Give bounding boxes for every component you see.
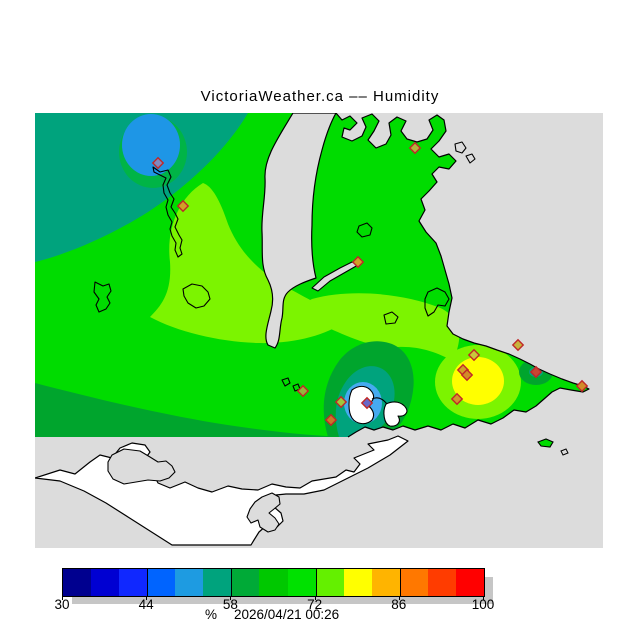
station-marker — [511, 338, 525, 352]
colorbar-tick-label: 44 — [138, 597, 154, 612]
colorbar-tick-line — [399, 569, 401, 596]
colorbar-segment — [175, 569, 204, 596]
station-marker — [334, 395, 348, 409]
esquimalt-harbour — [348, 385, 375, 425]
colorbar-segment — [427, 569, 456, 596]
colorbar-segment — [343, 569, 372, 596]
colorbar-segment — [315, 569, 344, 596]
colorbar — [62, 568, 485, 597]
coastline-peninsula — [335, 113, 590, 438]
harbour-islet-outline — [281, 377, 291, 387]
lake-outlines — [93, 166, 450, 392]
colorbar-tick-mark — [62, 596, 63, 600]
station-marker — [176, 199, 190, 213]
station-marker — [467, 348, 481, 362]
sidney-island — [454, 141, 467, 154]
small-island-outline — [383, 311, 399, 325]
colorbar-segment — [63, 569, 92, 596]
band-yellowgreen-west — [150, 183, 345, 344]
colorbar-tick-line — [147, 569, 149, 596]
colorbar-segment — [119, 569, 148, 596]
band-teal-northwest — [35, 113, 248, 262]
station-marker — [450, 392, 464, 406]
colorbar-tick-label: 86 — [391, 597, 407, 612]
colorbar-tick-mark — [230, 596, 232, 600]
sooke-lake-chain-outline — [152, 166, 183, 258]
elk-lake-outline — [356, 222, 373, 238]
west-lake-outline — [93, 281, 112, 313]
station-marker — [529, 365, 543, 379]
station-marker — [151, 156, 165, 170]
sooke-basin — [107, 448, 176, 485]
colorbar-segment — [455, 569, 484, 596]
colorbar-tick-mark — [314, 596, 316, 600]
james-island-outline — [424, 287, 450, 317]
colorbar-segment — [203, 569, 232, 596]
gorge-waterway — [371, 397, 388, 405]
colorbar-segment — [287, 569, 316, 596]
station-marker — [408, 141, 422, 155]
colorbar-tick-label: 30 — [54, 597, 70, 612]
sidney-island-small — [465, 153, 476, 164]
colorbar-tick-mark — [146, 596, 148, 600]
colorbar-segment — [371, 569, 400, 596]
colorbar-segment — [231, 569, 260, 596]
colorbar-tick-line — [315, 569, 317, 596]
station-marker — [360, 396, 374, 410]
station-marker — [351, 255, 365, 269]
colorbar-tick-line — [231, 569, 233, 596]
page-title: VictoriaWeather.ca –– Humidity — [200, 88, 440, 105]
colorbar-tick-mark — [398, 596, 400, 600]
colorbar-tick-label: 58 — [222, 597, 238, 612]
harbours — [348, 385, 408, 427]
station-marker — [324, 413, 338, 427]
colorbar-footer: % 2026/04/21 00:26 — [205, 607, 339, 622]
station-markers — [151, 141, 589, 427]
band-yellowgreen-south — [302, 293, 460, 362]
trial-islands — [537, 438, 554, 448]
victoria-harbour — [383, 401, 408, 427]
saanich-inlet — [261, 113, 337, 349]
band-darkgreen-southwest — [35, 383, 348, 437]
colorbar-segment — [259, 569, 288, 596]
langford-lake-outline — [182, 283, 211, 309]
outside-islands — [454, 141, 476, 164]
colorbar-segment — [147, 569, 176, 596]
colorbar-tick-label: 72 — [307, 597, 323, 612]
colorbar-tick-mark — [483, 596, 484, 600]
colorbar-segment — [399, 569, 428, 596]
colorbar-segment — [91, 569, 120, 596]
station-marker — [460, 368, 474, 382]
station-marker — [575, 379, 589, 393]
band-blue-blob — [122, 114, 180, 176]
station-marker — [296, 384, 310, 398]
small-islet-outline — [560, 448, 569, 456]
pedder-bay-land — [246, 492, 281, 533]
colorbar-tick-label: 100 — [471, 597, 495, 612]
timestamp: 2026/04/21 00:26 — [234, 607, 340, 622]
unit-label: % — [205, 607, 218, 622]
humidity-map — [35, 113, 603, 548]
